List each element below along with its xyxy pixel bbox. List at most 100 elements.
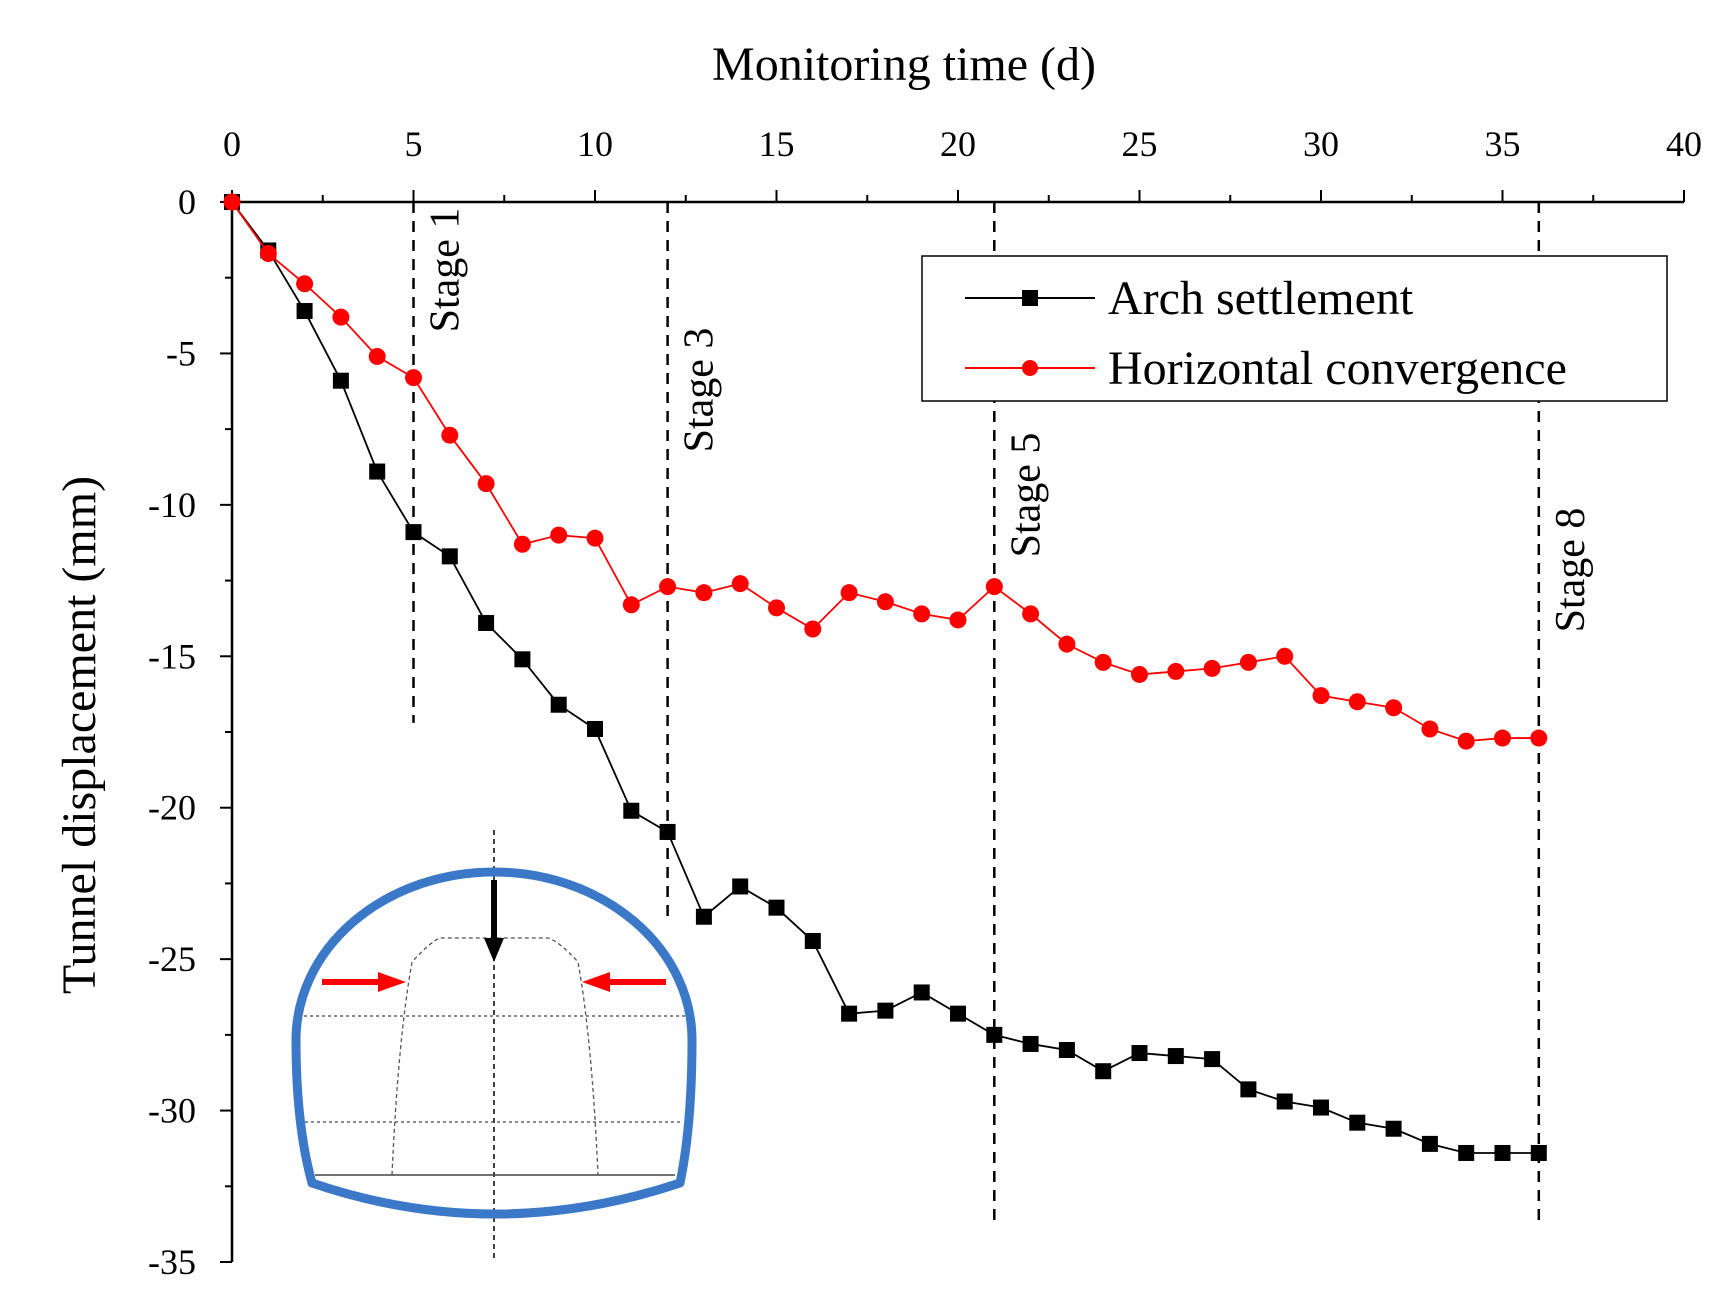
arch-settlement-point xyxy=(986,1026,1003,1043)
horizontal-convergence-point xyxy=(1131,665,1148,683)
arch-settlement-point xyxy=(1421,1135,1438,1152)
horizontal-convergence-point xyxy=(876,593,894,611)
horizontal-convergence-point xyxy=(441,426,459,444)
arch-settlement-point xyxy=(1276,1093,1293,1110)
horizontal-convergence-point xyxy=(659,578,677,596)
stage-label: Stage 8 xyxy=(1548,508,1594,633)
horizontal-convergence-point xyxy=(949,611,967,629)
legend-marker-arch xyxy=(1022,290,1038,306)
horizontal-convergence-point xyxy=(1385,699,1403,717)
horizontal-convergence-point xyxy=(1167,662,1185,680)
arch-settlement-point xyxy=(332,372,349,389)
x-axis-title: Monitoring time (d) xyxy=(712,38,1096,91)
horizontal-convergence-point xyxy=(296,275,314,293)
horizontal-convergence-point xyxy=(550,526,568,544)
horizontal-convergence-point xyxy=(1276,647,1294,665)
legend-label-arch: Arch settlement xyxy=(1108,272,1414,325)
legend-box xyxy=(921,255,1668,402)
horizontal-convergence-point xyxy=(840,584,858,602)
y-tick-label: -30 xyxy=(148,1091,196,1131)
y-tick-label: -20 xyxy=(148,788,196,828)
x-tick-label: 5 xyxy=(405,124,423,164)
horizontal-convergence-point xyxy=(477,475,495,493)
arch-settlement-point xyxy=(550,696,567,713)
arch-settlement-point xyxy=(913,984,930,1001)
legend-label-convergence: Horizontal convergence xyxy=(1108,342,1567,395)
horizontal-convergence-point xyxy=(332,308,350,326)
horizontal-convergence-point xyxy=(1494,729,1511,747)
inset-settlement-arrow-head xyxy=(484,938,504,962)
horizontal-convergence-point xyxy=(368,347,386,365)
arch-settlement-point xyxy=(1204,1051,1221,1068)
y-tick-label: -25 xyxy=(148,939,196,979)
x-tick-label: 40 xyxy=(1666,124,1702,164)
y-tick-label: -10 xyxy=(148,485,196,525)
stage-label: Stage 5 xyxy=(1003,433,1049,558)
stage-label: Stage 1 xyxy=(423,208,469,333)
y-tick-label: -35 xyxy=(148,1242,196,1282)
arch-settlement-point xyxy=(514,651,531,668)
y-tick-label: 0 xyxy=(178,182,196,222)
arch-settlement-point xyxy=(441,548,458,565)
arch-settlement-point xyxy=(1095,1063,1112,1080)
arch-settlement-point xyxy=(1240,1081,1257,1098)
arch-settlement-point xyxy=(478,614,495,631)
arch-settlement-point xyxy=(1058,1042,1075,1058)
x-tick-label: 0 xyxy=(223,124,241,164)
inset-excavation-outline xyxy=(391,937,599,1176)
arch-settlement-point xyxy=(1022,1035,1039,1052)
arch-settlement-point xyxy=(296,303,313,320)
horizontal-convergence-point xyxy=(804,620,822,638)
arch-settlement-point xyxy=(659,823,676,840)
horizontal-convergence-point xyxy=(1421,720,1439,738)
x-tick-label: 20 xyxy=(940,124,976,164)
arch-settlement-point xyxy=(1313,1099,1329,1116)
data-series xyxy=(223,193,1548,1161)
legend-marker-convergence xyxy=(1022,360,1038,376)
horizontal-convergence-point xyxy=(1022,605,1040,623)
arch-settlement-point xyxy=(695,908,712,925)
horizontal-convergence-point xyxy=(913,605,931,623)
legend: Arch settlement Horizontal convergence xyxy=(921,255,1668,402)
arch-settlement-point xyxy=(1131,1045,1148,1062)
arch-settlement-point xyxy=(732,878,749,895)
x-tick-label: 25 xyxy=(1122,124,1158,164)
inset-right-convergence-arrow-head xyxy=(582,972,610,992)
stage-markers: Stage 1 Stage 3 Stage 5 Stage 8 xyxy=(412,202,1594,1226)
arch-settlement-point xyxy=(1494,1144,1511,1161)
arch-settlement-point xyxy=(1167,1048,1184,1065)
horizontal-convergence-point xyxy=(1457,732,1475,750)
horizontal-convergence-point xyxy=(1312,687,1330,705)
arch-settlement-point xyxy=(1530,1144,1547,1161)
arch-settlement-point xyxy=(623,802,640,819)
x-tick-label: 15 xyxy=(759,124,795,164)
arch-settlement-point xyxy=(950,1005,966,1022)
arch-settlement-point xyxy=(587,720,603,737)
x-tick-label: 35 xyxy=(1485,124,1521,164)
y-tick-label: -15 xyxy=(148,636,196,676)
y-tick-label: -5 xyxy=(166,333,196,373)
horizontal-convergence-point xyxy=(1203,659,1221,677)
inset-left-convergence-arrow-head xyxy=(378,972,406,992)
horizontal-convergence-point xyxy=(1058,635,1076,653)
x-tick-label: 30 xyxy=(1303,124,1339,164)
horizontal-convergence-point xyxy=(1530,729,1548,747)
arch-settlement-point xyxy=(1385,1120,1402,1137)
horizontal-convergence-point xyxy=(259,244,277,262)
horizontal-convergence-point xyxy=(513,535,531,553)
x-tick-label: 10 xyxy=(577,124,613,164)
arch-settlement-point xyxy=(877,1002,894,1019)
inset-tunnel-lining xyxy=(291,867,697,1219)
horizontal-convergence-point xyxy=(223,193,241,211)
arch-settlement-point xyxy=(1458,1144,1475,1161)
arch-settlement-point xyxy=(369,463,386,480)
arch-settlement-point xyxy=(1349,1114,1366,1131)
horizontal-convergence-point xyxy=(1239,653,1257,671)
horizontal-convergence-point xyxy=(1348,693,1366,711)
arch-settlement-point xyxy=(841,1005,858,1022)
horizontal-convergence-point xyxy=(985,578,1003,596)
y-axis-title: Tunnel displacement (mm) xyxy=(53,476,106,994)
horizontal-convergence-point xyxy=(405,369,422,387)
arch-settlement-point xyxy=(768,899,785,916)
